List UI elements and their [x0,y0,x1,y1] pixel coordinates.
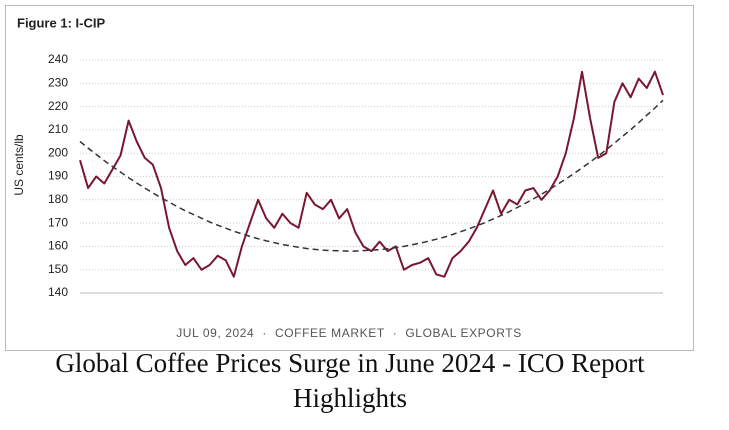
y-axis-label: US cents/lb [12,134,26,196]
post-meta: JUL 09, 2024 · COFFEE MARKET · GLOBAL EXPORT… [176,326,522,340]
y-tick-label: 200 [48,145,68,159]
y-tick-label: 160 [48,239,68,253]
y-tick-label: 180 [48,192,68,206]
headline: Global Coffee Prices Surge in June 2024 … [55,348,645,413]
y-tick-label: 220 [48,99,68,113]
y-tick-label: 210 [48,122,68,136]
chart-title: Figure 1: I-CIP [17,15,105,30]
meta-tag[interactable]: GLOBAL EXPORTS [405,326,522,340]
y-tick-label: 230 [48,75,68,89]
y-tick-label: 150 [48,262,68,276]
chart-frame [5,5,694,351]
meta-date: JUL 09, 2024 [176,326,255,340]
y-tick-label: 190 [48,169,68,183]
y-tick-label: 140 [48,285,68,299]
series-line [79,70,664,278]
y-tick-label: 170 [48,215,68,229]
meta-category[interactable]: COFFEE MARKET [274,326,385,340]
y-tick-label: 240 [48,52,68,66]
